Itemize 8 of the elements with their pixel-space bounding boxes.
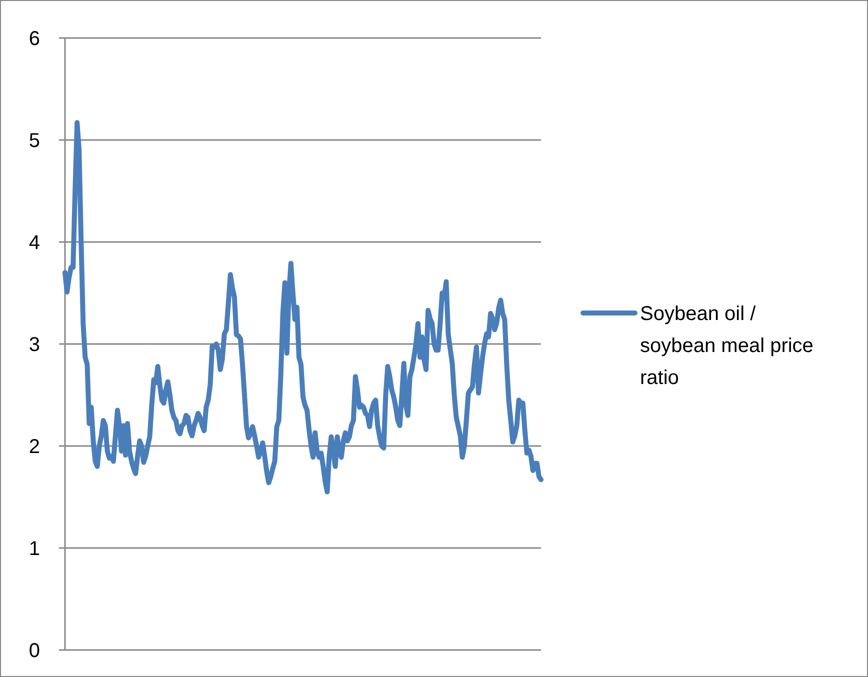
- y-tick-label: 0: [28, 640, 40, 662]
- y-tick-label: 6: [28, 28, 40, 50]
- legend-label: Soybean oil / soybean meal price ratio: [640, 303, 814, 389]
- y-tick-label: 1: [28, 538, 40, 560]
- y-tick-label: 4: [28, 232, 40, 254]
- y-tick-label: 2: [28, 436, 40, 458]
- y-tick-label: 3: [28, 334, 40, 356]
- y-tick-label: 5: [28, 130, 40, 152]
